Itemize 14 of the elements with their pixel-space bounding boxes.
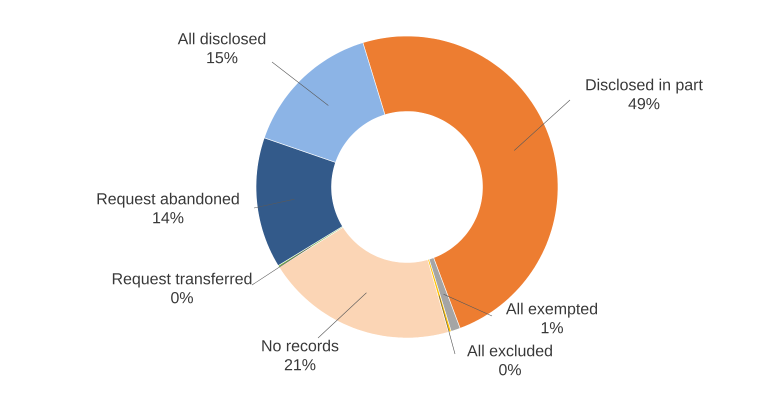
slice-label: Request transferred — [112, 272, 252, 288]
data-label: 21% — [284, 359, 316, 370]
slice-label: All exempted — [506, 302, 598, 318]
data-label: 49% — [628, 98, 660, 110]
data-label: 0% — [171, 292, 193, 304]
slice-label: No records — [262, 340, 338, 352]
slice-label: All excluded — [467, 344, 552, 356]
slice-label: All disclosed — [178, 32, 266, 44]
data-label: 1% — [542, 322, 563, 334]
data-label: 15% — [207, 52, 238, 64]
slice-label: Disclosed in part — [586, 78, 703, 94]
data-label: 14% — [153, 212, 184, 224]
slice-label: Request abandoned — [98, 192, 239, 208]
data-label: 0% — [499, 364, 521, 376]
